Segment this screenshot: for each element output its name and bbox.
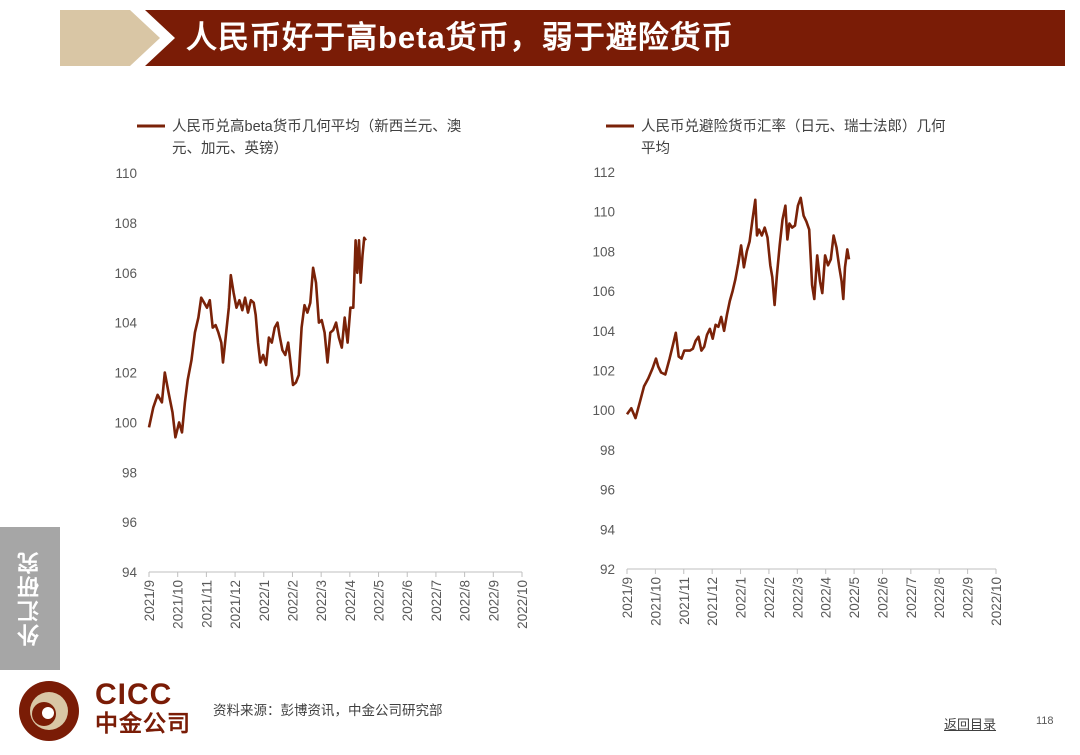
chart1-x-tick-label: 2022/8 [458,580,473,621]
chart2-x-tick-label: 2021/11 [677,577,692,625]
chart2-x-tick-label: 2021/9 [620,577,635,618]
chart1-y-tick-label: 98 [122,465,137,480]
chart1-y-tick-label: 94 [122,565,138,580]
chart2-y-tick-label: 96 [600,483,615,498]
logo-text-cn: 中金公司 [95,710,191,736]
chart2-y-tick-label: 98 [600,443,615,458]
chart1-legend-label: 人民币兑高beta货币几何平均（新西兰元、澳 [172,118,462,135]
chart2-x-tick-label: 2022/10 [989,577,1004,626]
chart2-x-tick-label: 2022/6 [875,577,890,618]
chart2-y-tick-label: 110 [593,205,615,220]
chart1-x-tick-label: 2021/12 [228,580,243,629]
side-tab-label: 外汇研究 [17,550,42,647]
chart2-x-tick-label: 2022/1 [734,577,749,618]
back-to-contents-link[interactable]: 返回目录 [944,717,997,732]
chart2-x-tick-label: 2022/9 [961,577,976,618]
chart1-y-tick-label: 96 [122,515,137,530]
chart1-y-tick-label: 108 [114,216,137,231]
chart2-x-tick-label: 2021/12 [705,577,720,626]
chart2-x-tick-label: 2021/10 [648,577,663,626]
chart1-x-tick-label: 2022/2 [285,580,300,621]
chart1-x-tick-label: 2021/10 [171,580,186,629]
side-tab[interactable]: 外汇研究 [0,527,60,670]
chart1-y-tick-label: 104 [114,316,137,331]
chart2-y-tick-label: 92 [600,562,615,577]
chart2-x-tick-label: 2022/2 [762,577,777,618]
chart1-x-tick-label: 2022/3 [314,580,329,621]
chart1-x-tick-label: 2022/6 [400,580,415,621]
chart2-x-tick-label: 2022/5 [847,577,862,618]
chart2-x-tick-label: 2022/3 [790,577,805,618]
logo-text-en: CICC [95,678,173,711]
chart1-x-tick-label: 2022/5 [372,580,387,621]
chart1-x-tick-label: 2022/10 [515,580,530,629]
page-number: 118 [1036,715,1054,727]
chart1-x-tick-label: 2022/9 [486,580,501,621]
chart1-y-tick-label: 102 [114,366,137,381]
source-note: 资料来源：彭博资讯，中金公司研究部 [213,703,443,718]
chart1-y-tick-label: 110 [115,166,137,181]
chart1-x-tick-label: 2022/1 [257,580,272,621]
chart2-y-tick-label: 106 [592,284,615,299]
chart2-x-tick-label: 2022/4 [819,577,834,619]
chart1-x-tick-label: 2021/9 [142,580,157,621]
chart1-x-tick-label: 2022/4 [343,580,358,622]
chart2-y-tick-label: 102 [592,364,615,379]
chart2-y-tick-label: 100 [592,403,615,418]
banner-bar [145,10,1065,66]
chart2-y-tick-label: 104 [592,324,615,339]
chart1-series-line-1 [147,236,367,439]
chart2-x-tick-label: 2022/8 [932,577,947,618]
chart1-x-tick-label: 2021/11 [199,580,214,628]
chart2-x-tick-label: 2022/7 [904,577,919,618]
chart2-y-tick-label: 108 [592,244,615,259]
chart2-y-tick-label: 112 [593,165,615,180]
chart2-y-tick-label: 94 [600,522,616,537]
cicc-logo-icon [19,681,79,741]
chart1-x-tick-label: 2022/7 [429,580,444,621]
chart1-y-tick-label: 100 [114,415,137,430]
chart1-y-tick-label: 106 [114,266,137,281]
chart2-legend-label: 平均 [641,140,670,157]
chart2-legend-label: 人民币兑避险货币汇率（日元、瑞士法郎）几何 [641,118,946,135]
page-title: 人民币好于高beta货币，弱于避险货币 [186,20,734,55]
chart1-legend-label: 元、加元、英镑） [172,139,288,157]
chart2-series-line-1 [625,196,851,420]
